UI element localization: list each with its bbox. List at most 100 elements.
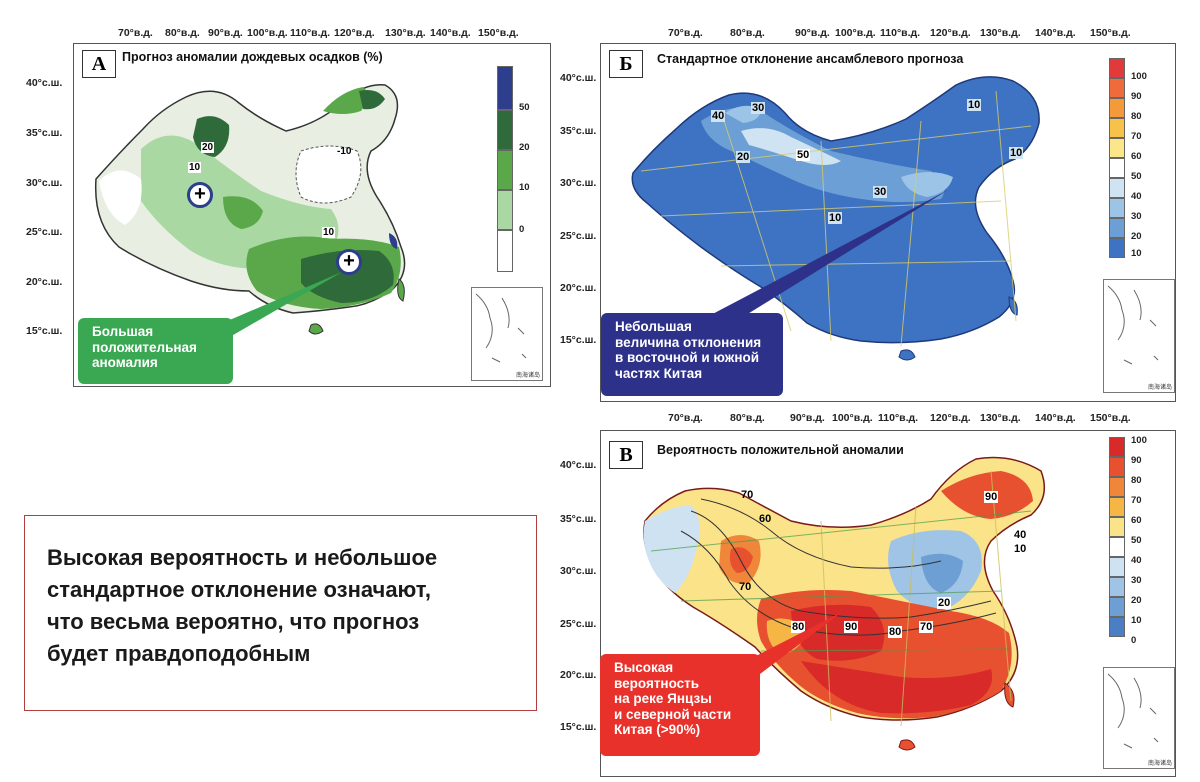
summary-line: стандартное отклонение означают, (47, 577, 432, 602)
contour-label: 60 (759, 513, 772, 525)
contour-label: 70 (739, 581, 752, 593)
legend-swatch (497, 230, 513, 272)
callout-line: Небольшая (615, 319, 692, 334)
legend-label: 100 (1131, 435, 1147, 446)
contour-label: 70 (741, 489, 754, 501)
legend-swatch (497, 190, 513, 230)
lon-label: 100°в.д. (247, 27, 288, 39)
panel-a-callout: Большая положительная аномалия (78, 318, 233, 384)
lat-label: 25°с.ш. (26, 226, 63, 238)
legend-label: 60 (1131, 515, 1142, 526)
panel-a-letter: А (82, 50, 116, 78)
summary-line: Высокая вероятность и небольшое (47, 545, 438, 570)
callout-line: на реке Янцзы (614, 691, 712, 706)
south-china-sea-inset: 南海诸岛 (471, 287, 543, 381)
legend-swatch (1109, 158, 1125, 178)
lon-label: 130°в.д. (980, 27, 1021, 39)
lat-label: 25°с.ш. (560, 230, 597, 242)
legend-swatch (497, 66, 513, 110)
lon-label: 80°в.д. (165, 27, 200, 39)
legend-swatch (1109, 577, 1125, 597)
contour-label: 90 (984, 491, 999, 503)
lon-label: 70°в.д. (118, 27, 153, 39)
legend-label: 50 (519, 102, 530, 113)
legend-label: 10 (1131, 248, 1142, 259)
legend-swatch (1109, 138, 1125, 158)
contour-label: 90 (844, 621, 859, 633)
contour-label: 40 (711, 110, 726, 122)
contour-label: 50 (796, 149, 811, 161)
contour-label: 70 (919, 621, 934, 633)
legend-label: 50 (1131, 535, 1142, 546)
callout-line: аномалия (92, 355, 158, 370)
legend-swatch (1109, 557, 1125, 577)
lon-label: 150°в.д. (478, 27, 519, 39)
lat-label: 15°с.ш. (26, 325, 63, 337)
contour-label: 20 (937, 597, 952, 609)
south-china-sea-inset: 南海诸岛 (1103, 667, 1175, 769)
panel-a-longitude-axis: 70°в.д. 80°в.д. 90°в.д. 100°в.д. 110°в.д… (0, 27, 560, 43)
callout-line: величина отклонения (615, 334, 762, 350)
legend-label: 70 (1131, 131, 1142, 142)
callout-line: частях Китая (615, 365, 703, 381)
legend-label: 0 (1131, 635, 1137, 646)
lon-label: 90°в.д. (208, 27, 243, 39)
lon-label: 140°в.д. (430, 27, 471, 39)
legend-swatch (1109, 437, 1125, 457)
legend-label: 20 (1131, 595, 1142, 606)
inset-caption: 南海诸岛 (1147, 761, 1172, 767)
contour-label: 40 (1013, 529, 1028, 541)
legend-swatch (1109, 617, 1125, 637)
lat-label: 20°с.ш. (560, 669, 597, 681)
contour-label: 20 (201, 142, 215, 153)
legend-label: 20 (1131, 231, 1142, 242)
lon-label: 110°в.д. (290, 27, 331, 39)
contour-label: 10 (1009, 147, 1024, 159)
lon-label: 90°в.д. (790, 412, 825, 424)
legend-label: 10 (1131, 615, 1142, 626)
contour-label: 10 (188, 162, 202, 173)
lon-label: 120°в.д. (930, 27, 971, 39)
lat-label: 30°с.ш. (26, 177, 63, 189)
callout-line: Китая (>90%) (614, 722, 701, 737)
lon-label: 110°в.д. (878, 412, 919, 424)
legend-label: 100 (1131, 71, 1147, 82)
south-china-sea-inset: 南海诸岛 (1103, 279, 1175, 393)
legend-swatch (1109, 58, 1125, 78)
panel-b-title: Стандартное отклонение ансамблевого прог… (657, 52, 964, 66)
contour-label: 10 (967, 99, 982, 111)
callout-line: положительная (92, 339, 197, 355)
lon-label: 130°в.д. (385, 27, 426, 39)
inset-caption: 南海诸岛 (515, 373, 540, 379)
legend-swatch (1109, 98, 1125, 118)
legend-swatch (1109, 238, 1125, 258)
lon-label: 120°в.д. (930, 412, 971, 424)
lat-label: 40°с.ш. (560, 72, 597, 84)
lon-label: 150°в.д. (1090, 412, 1131, 424)
lon-label: 100°в.д. (832, 412, 873, 424)
lon-label: 70°в.д. (668, 412, 703, 424)
callout-line: вероятность (614, 675, 700, 691)
lon-label: 140°в.д. (1035, 412, 1076, 424)
callout-line: и северной части (614, 706, 732, 722)
lat-label: 15°с.ш. (560, 721, 597, 733)
panel-c-callout: Высокая вероятность на реке Янцзы и севе… (600, 654, 760, 756)
legend-swatch (1109, 597, 1125, 617)
lat-label: 30°с.ш. (560, 177, 597, 189)
legend-swatch (1109, 178, 1125, 198)
legend-swatch (1109, 218, 1125, 238)
lat-label: 20°с.ш. (26, 276, 63, 288)
lat-label: 40°с.ш. (26, 77, 63, 89)
summary-box: Высокая вероятность и небольшое стандарт… (24, 515, 537, 711)
panel-b-callout: Небольшая величина отклонения в восточно… (601, 313, 783, 396)
legend-label: 50 (1131, 171, 1142, 182)
legend-swatch (1109, 497, 1125, 517)
contour-label: 30 (873, 186, 888, 198)
lon-label: 120°в.д. (334, 27, 375, 39)
legend-swatch (1109, 457, 1125, 477)
legend-swatch (1109, 198, 1125, 218)
lon-label: 110°в.д. (880, 27, 921, 39)
inset-coastline (1107, 285, 1159, 365)
legend-label: 0 (519, 224, 525, 235)
legend-label: 30 (1131, 575, 1142, 586)
